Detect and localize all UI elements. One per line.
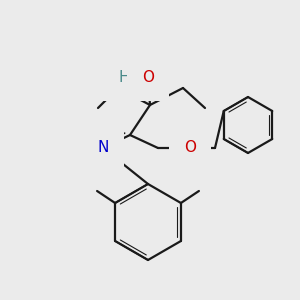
Text: N: N [97,140,109,155]
Text: O: O [184,140,196,155]
Text: O: O [142,70,154,86]
Text: H: H [118,70,130,86]
